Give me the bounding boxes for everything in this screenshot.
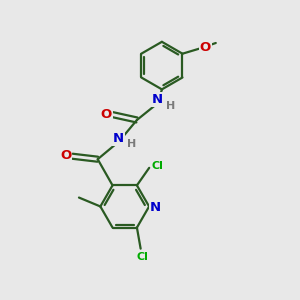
Text: H: H <box>127 139 136 149</box>
Text: N: N <box>113 132 124 145</box>
Text: O: O <box>60 149 71 162</box>
Text: H: H <box>166 101 176 111</box>
Text: O: O <box>200 41 211 54</box>
Text: O: O <box>100 107 112 121</box>
Text: N: N <box>152 93 163 106</box>
Text: N: N <box>149 201 161 214</box>
Text: Cl: Cl <box>136 252 148 262</box>
Text: Cl: Cl <box>152 161 164 171</box>
